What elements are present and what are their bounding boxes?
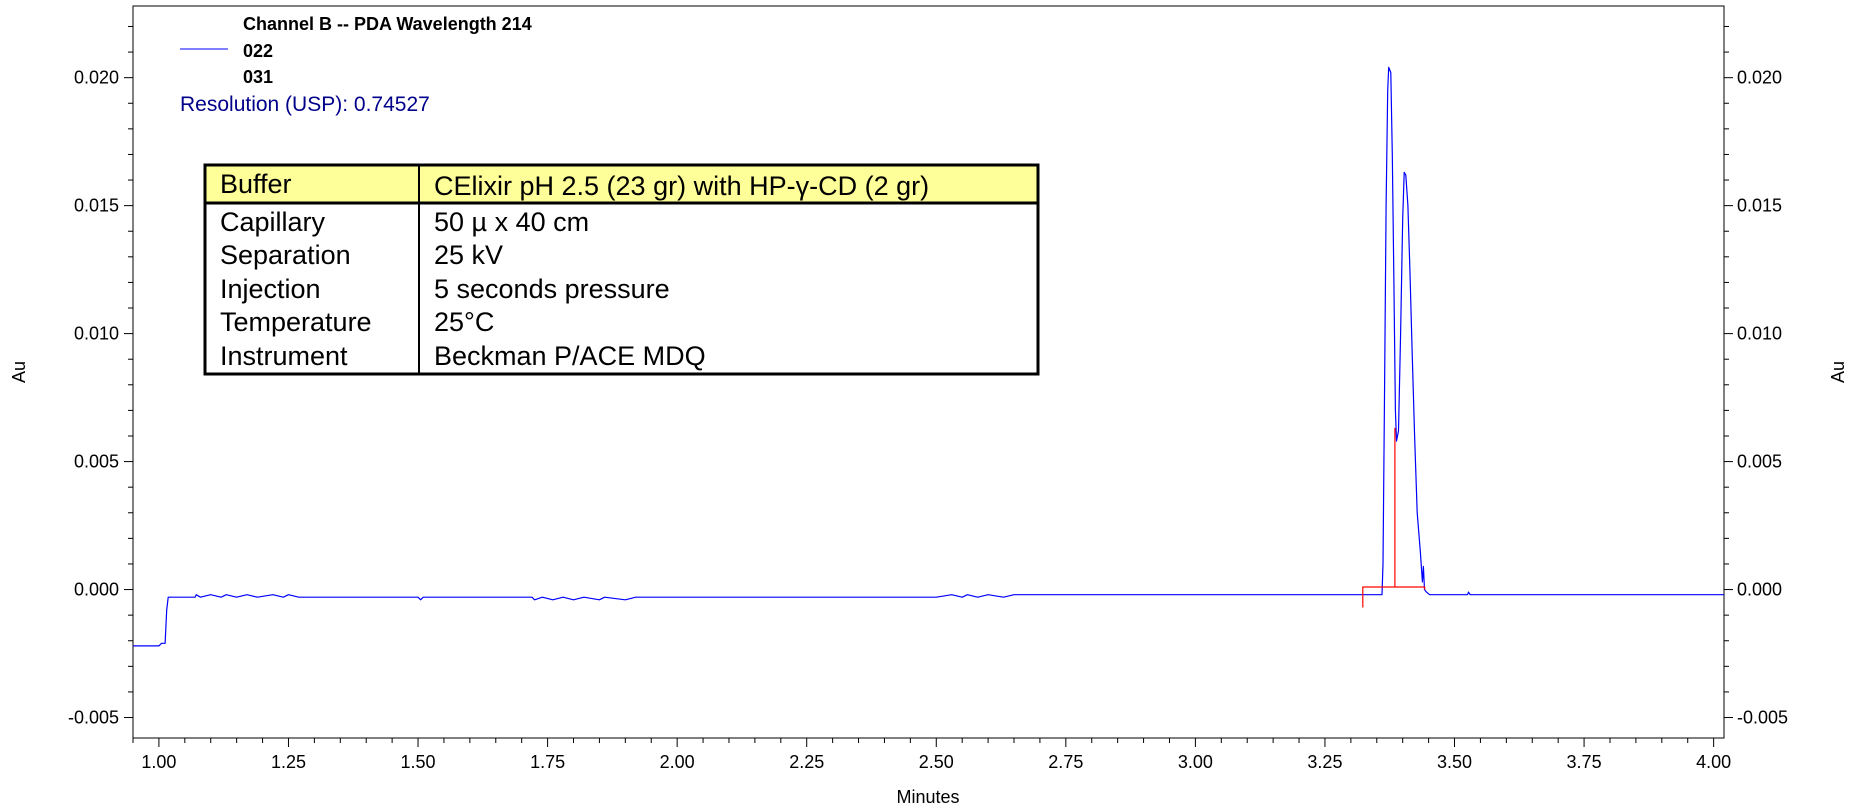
conditions-row-value: 5 seconds pressure xyxy=(434,274,670,304)
x-tick-labels: 1.00 1.25 1.50 1.75 2.00 2.25 2.50 2.75 3.00 3.25… xyxy=(141,752,1731,772)
y2-tick-label: 0.000 xyxy=(1737,580,1782,600)
series-layer xyxy=(133,66,1724,647)
conditions-row-value: Beckman P/ACE MDQ xyxy=(434,341,706,371)
x-tick-label: 2.25 xyxy=(789,752,824,772)
y2-tick-labels: 0.020 0.015 0.010 0.005 0.000 -0.005 xyxy=(1737,68,1788,728)
y-axis-title: Au xyxy=(9,361,29,383)
conditions-row-label: Injection xyxy=(220,274,321,304)
conditions-header-fill xyxy=(205,165,1038,203)
legend-entry-031: 031 xyxy=(243,67,273,87)
series-line-031 xyxy=(1362,427,1426,608)
x-tick-label: 1.25 xyxy=(271,752,306,772)
y2-tick-label: 0.015 xyxy=(1737,196,1782,216)
x-tick-label: 3.75 xyxy=(1567,752,1602,772)
conditions-header-value: CElixir pH 2.5 (23 gr) with HP-γ-CD (2 g… xyxy=(434,171,929,201)
y2-axis-title: Au xyxy=(1828,361,1848,383)
y2-tick-label: -0.005 xyxy=(1737,708,1788,728)
y-tick-labels: 0.020 0.015 0.010 0.005 0.000 -0.005 xyxy=(68,68,119,728)
x-tick-label: 3.25 xyxy=(1307,752,1342,772)
conditions-row-label: Separation xyxy=(220,240,351,270)
chart-title: Channel B -- PDA Wavelength 214 xyxy=(243,14,532,34)
y-tick-label: 0.015 xyxy=(74,196,119,216)
y-tick-label: 0.000 xyxy=(74,580,119,600)
x-tick-label: 3.50 xyxy=(1437,752,1472,772)
y2-tick-label: 0.010 xyxy=(1737,324,1782,344)
conditions-row-value: 25 kV xyxy=(434,240,503,270)
x-tick-label: 1.50 xyxy=(401,752,436,772)
legend-entry-022: 022 xyxy=(243,41,273,61)
x-tick-label: 1.00 xyxy=(141,752,176,772)
x-tick-label: 3.00 xyxy=(1178,752,1213,772)
y-tick-label: 0.005 xyxy=(74,452,119,472)
conditions-row-value: 25°C xyxy=(434,307,494,337)
y2-tick-label: 0.020 xyxy=(1737,68,1782,88)
x-tick-label: 4.00 xyxy=(1696,752,1731,772)
y-tick-label: 0.020 xyxy=(74,68,119,88)
x-tick-label: 2.00 xyxy=(660,752,695,772)
axis-ticks xyxy=(124,25,1733,747)
conditions-row-label: Temperature xyxy=(220,307,372,337)
conditions-row-label: Instrument xyxy=(220,341,348,371)
x-tick-label: 2.75 xyxy=(1048,752,1083,772)
x-tick-label: 2.50 xyxy=(919,752,954,772)
conditions-row-value: 50 µ x 40 cm xyxy=(434,207,589,237)
conditions-header-label: Buffer xyxy=(220,169,292,199)
x-tick-label: 1.75 xyxy=(530,752,565,772)
x-axis-title: Minutes xyxy=(896,787,959,807)
legend: Channel B -- PDA Wavelength 214 022 031 xyxy=(180,14,532,87)
resolution-annotation: Resolution (USP): 0.74527 xyxy=(180,93,430,116)
y-tick-label: -0.005 xyxy=(68,708,119,728)
conditions-row-label: Capillary xyxy=(220,207,326,237)
y2-tick-label: 0.005 xyxy=(1737,452,1782,472)
conditions-table-border xyxy=(203,163,1040,376)
series-line-022 xyxy=(133,66,1724,647)
conditions-table: Buffer CElixir pH 2.5 (23 gr) with HP-γ-… xyxy=(203,163,1040,376)
plot-area xyxy=(132,5,1725,739)
y-tick-label: 0.010 xyxy=(74,324,119,344)
